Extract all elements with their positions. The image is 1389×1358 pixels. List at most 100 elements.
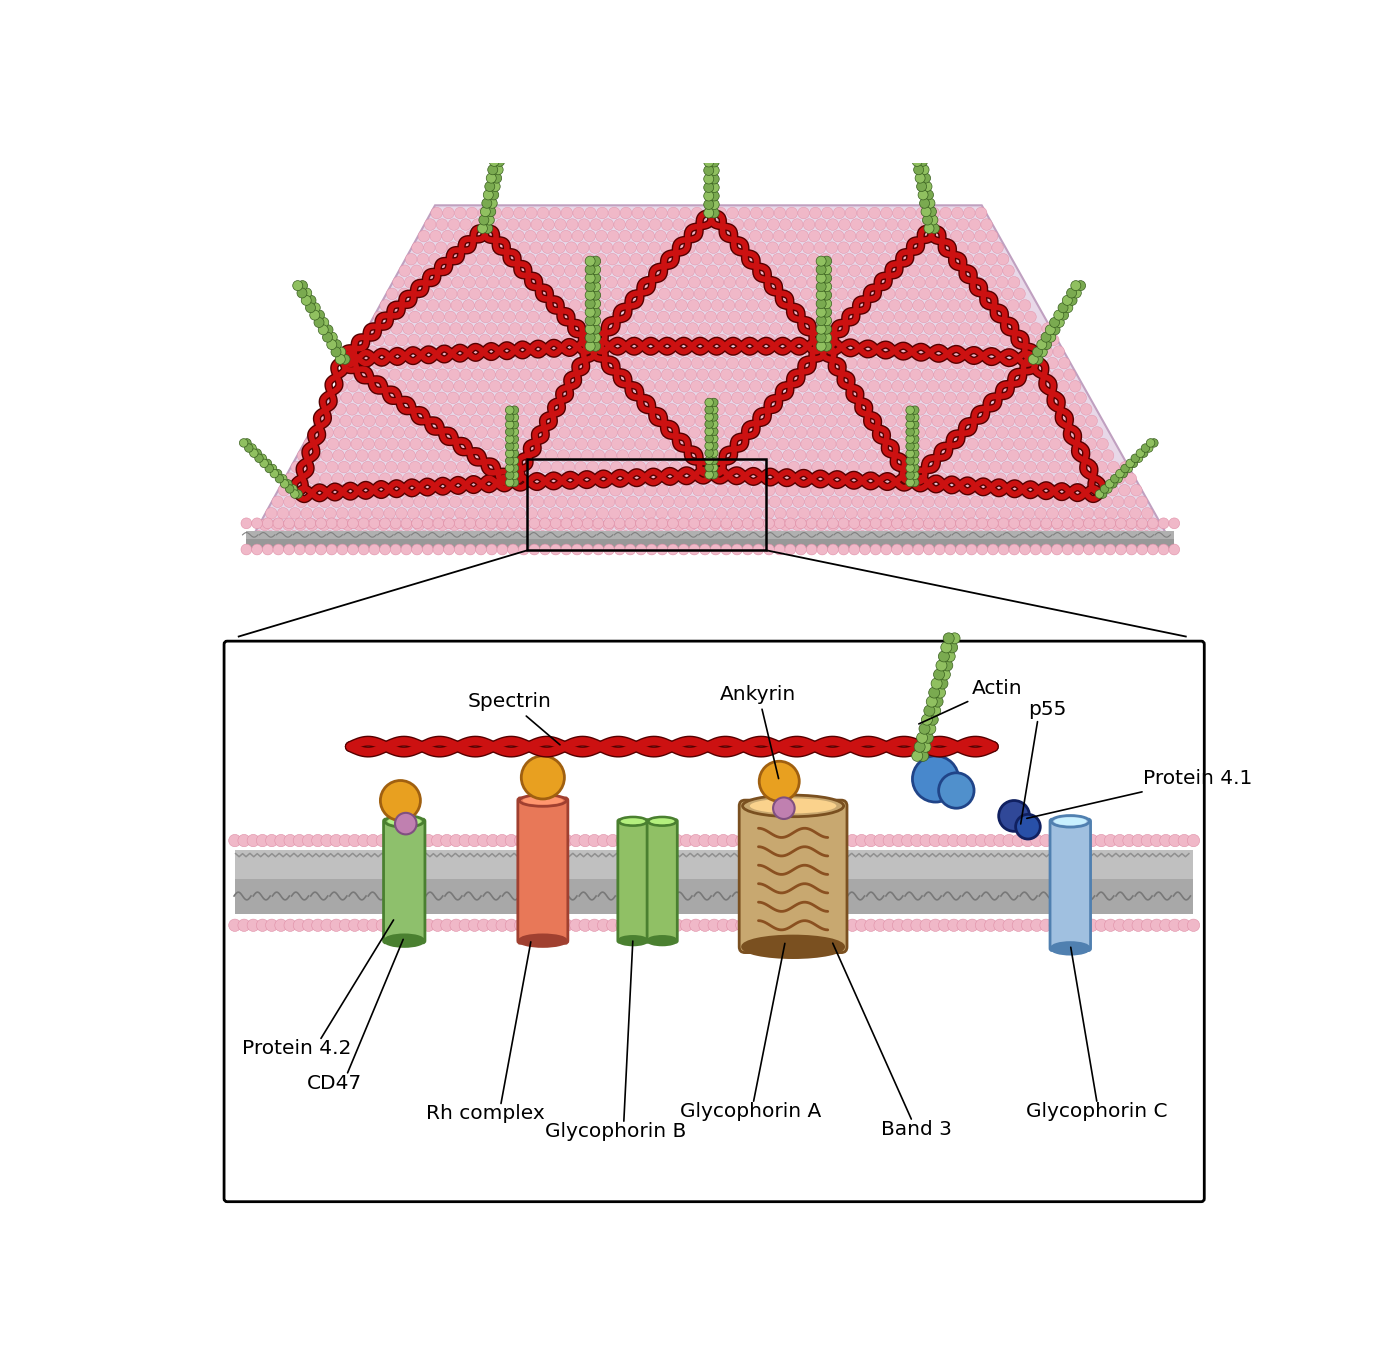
Circle shape [297, 449, 308, 462]
Circle shape [372, 334, 385, 346]
Circle shape [770, 496, 781, 508]
Circle shape [1024, 485, 1036, 496]
Circle shape [676, 300, 688, 311]
Circle shape [663, 323, 675, 334]
Circle shape [479, 485, 490, 496]
Circle shape [504, 439, 517, 449]
Circle shape [418, 380, 429, 392]
Circle shape [821, 531, 832, 542]
Circle shape [419, 508, 431, 519]
Circle shape [594, 426, 606, 439]
Circle shape [589, 392, 601, 403]
Circle shape [656, 531, 667, 542]
Circle shape [1071, 485, 1083, 496]
Circle shape [907, 462, 918, 473]
Circle shape [836, 288, 847, 300]
Circle shape [799, 508, 810, 519]
Circle shape [568, 473, 581, 485]
Circle shape [306, 295, 317, 306]
Circle shape [803, 242, 814, 254]
Circle shape [635, 288, 646, 300]
Circle shape [808, 380, 821, 392]
Circle shape [603, 496, 615, 508]
Circle shape [822, 315, 832, 326]
Circle shape [710, 106, 720, 115]
Circle shape [918, 462, 929, 473]
Circle shape [506, 443, 514, 451]
Circle shape [614, 219, 625, 231]
Circle shape [1050, 318, 1060, 327]
Circle shape [301, 295, 311, 306]
Circle shape [981, 392, 992, 403]
Circle shape [557, 323, 568, 334]
Circle shape [501, 380, 513, 392]
Circle shape [996, 277, 1008, 288]
Circle shape [796, 403, 808, 416]
Circle shape [589, 242, 601, 254]
Circle shape [957, 392, 968, 403]
Circle shape [622, 462, 633, 473]
Circle shape [710, 191, 720, 201]
Circle shape [636, 242, 649, 254]
Ellipse shape [650, 819, 674, 824]
Text: Spectrin: Spectrin [468, 693, 560, 744]
Circle shape [1150, 439, 1158, 447]
Circle shape [1170, 919, 1181, 932]
Circle shape [981, 219, 992, 231]
Circle shape [1018, 473, 1031, 485]
Circle shape [704, 166, 714, 175]
Circle shape [836, 439, 847, 449]
Circle shape [917, 732, 928, 743]
Circle shape [496, 346, 508, 357]
Circle shape [729, 462, 740, 473]
Circle shape [863, 369, 874, 380]
Circle shape [988, 357, 999, 369]
Circle shape [643, 231, 654, 242]
Circle shape [389, 519, 401, 531]
Circle shape [393, 403, 406, 416]
Circle shape [743, 392, 756, 403]
Circle shape [1118, 508, 1129, 519]
Circle shape [657, 485, 668, 496]
Circle shape [483, 519, 496, 531]
Circle shape [615, 919, 628, 932]
Circle shape [1092, 426, 1103, 439]
Circle shape [415, 449, 428, 462]
Circle shape [982, 346, 993, 357]
Circle shape [747, 277, 760, 288]
Circle shape [911, 456, 920, 464]
Circle shape [1104, 485, 1113, 493]
Circle shape [539, 334, 550, 346]
Circle shape [924, 473, 935, 485]
Circle shape [585, 315, 594, 326]
Circle shape [871, 462, 882, 473]
Circle shape [575, 462, 586, 473]
Circle shape [488, 277, 499, 288]
Circle shape [878, 300, 889, 311]
Circle shape [746, 323, 757, 334]
Circle shape [947, 919, 960, 932]
Circle shape [685, 519, 697, 531]
Circle shape [378, 346, 390, 357]
Circle shape [718, 288, 729, 300]
Circle shape [572, 231, 583, 242]
Circle shape [682, 462, 693, 473]
Circle shape [358, 403, 369, 416]
Circle shape [839, 219, 850, 231]
Circle shape [290, 462, 303, 473]
Circle shape [864, 496, 875, 508]
Circle shape [638, 369, 649, 380]
Circle shape [847, 462, 858, 473]
Circle shape [643, 380, 654, 392]
Circle shape [643, 834, 656, 847]
Circle shape [647, 416, 660, 426]
Circle shape [939, 650, 949, 661]
Circle shape [763, 208, 774, 219]
Circle shape [668, 334, 681, 346]
Circle shape [708, 392, 720, 403]
Circle shape [706, 462, 717, 473]
Circle shape [471, 416, 482, 426]
Circle shape [665, 277, 676, 288]
Circle shape [517, 288, 528, 300]
Circle shape [410, 311, 421, 323]
